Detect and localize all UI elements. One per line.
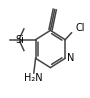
Text: N: N <box>67 53 75 63</box>
Text: H₂N: H₂N <box>24 73 42 83</box>
Text: Si: Si <box>15 35 24 45</box>
Text: Cl: Cl <box>75 23 85 33</box>
